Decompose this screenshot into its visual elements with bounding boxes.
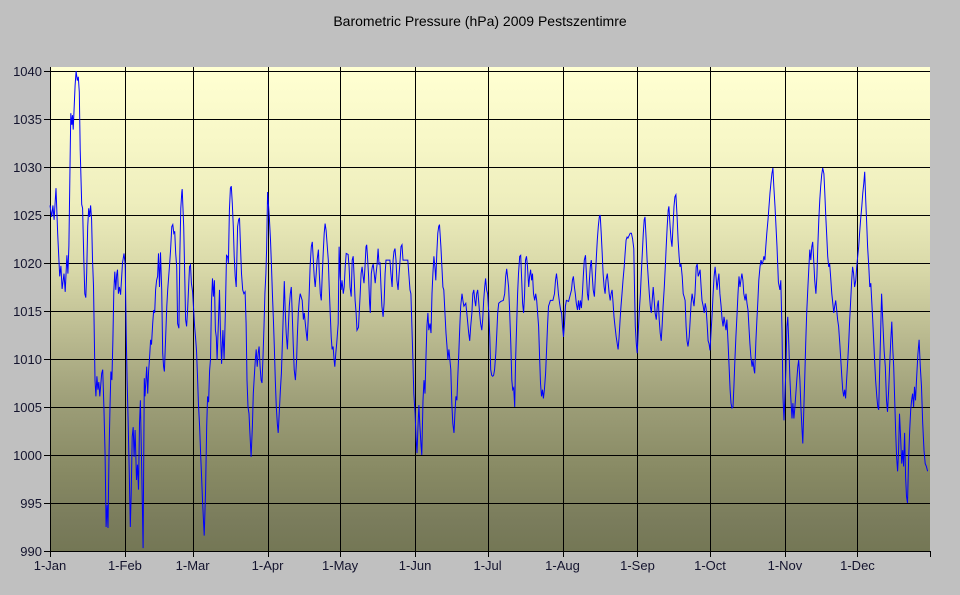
x-axis-label: 1-Apr [251, 558, 284, 573]
y-axis-label: 1040 [13, 63, 42, 79]
y-axis-label: 1015 [13, 303, 42, 319]
x-axis-label: 1-Aug [545, 558, 580, 573]
x-axis-label: 1-Sep [620, 558, 655, 573]
plot-area [50, 67, 930, 551]
x-axis-label: 1-Jun [398, 558, 432, 573]
x-axis-label: 1-Jul [473, 558, 502, 573]
y-axis-label: 1030 [13, 159, 42, 175]
x-axis-label: 1-Feb [107, 558, 142, 573]
y-axis-label: 990 [20, 543, 42, 559]
y-axis-label: 1020 [13, 255, 42, 271]
y-axis-label: 1000 [13, 447, 42, 463]
chart-title: Barometric Pressure (hPa) 2009 Pestszent… [333, 13, 627, 29]
pressure-line [49, 70, 929, 549]
x-axis-label: 1-Mar [175, 558, 210, 573]
y-axis-label: 1010 [13, 351, 42, 367]
y-axis-label: 1005 [13, 399, 42, 415]
x-axis-label: 1-Jan [33, 558, 67, 573]
x-axis-label: 1-May [322, 558, 359, 573]
x-axis-label: 1-Oct [694, 558, 726, 573]
y-axis-label: 1025 [13, 207, 42, 223]
x-axis-label: 1-Dec [840, 558, 875, 573]
x-axis-label: 1-Nov [767, 558, 803, 573]
y-axis-label: 995 [20, 495, 42, 511]
y-axis-label: 1035 [13, 111, 42, 127]
